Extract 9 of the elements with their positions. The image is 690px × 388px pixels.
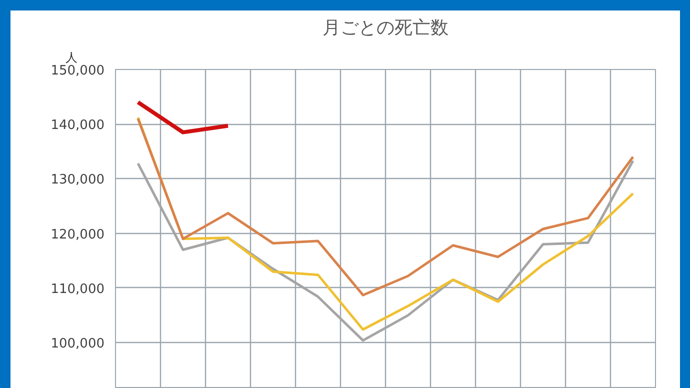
y-tick-label: 100,000 (50, 336, 105, 352)
y-tick-label: 150,000 (50, 64, 105, 78)
y-tick-label: 120,000 (50, 227, 105, 242)
y-axis-title: 人 (66, 50, 78, 64)
line-series (136, 117, 634, 296)
y-tick-label: 110,000 (50, 282, 105, 297)
y-tick-label: 130,000 (50, 172, 105, 188)
y-tick-label: 140,000 (50, 118, 105, 134)
chart-title: 月ごとの死亡数 (322, 18, 448, 38)
